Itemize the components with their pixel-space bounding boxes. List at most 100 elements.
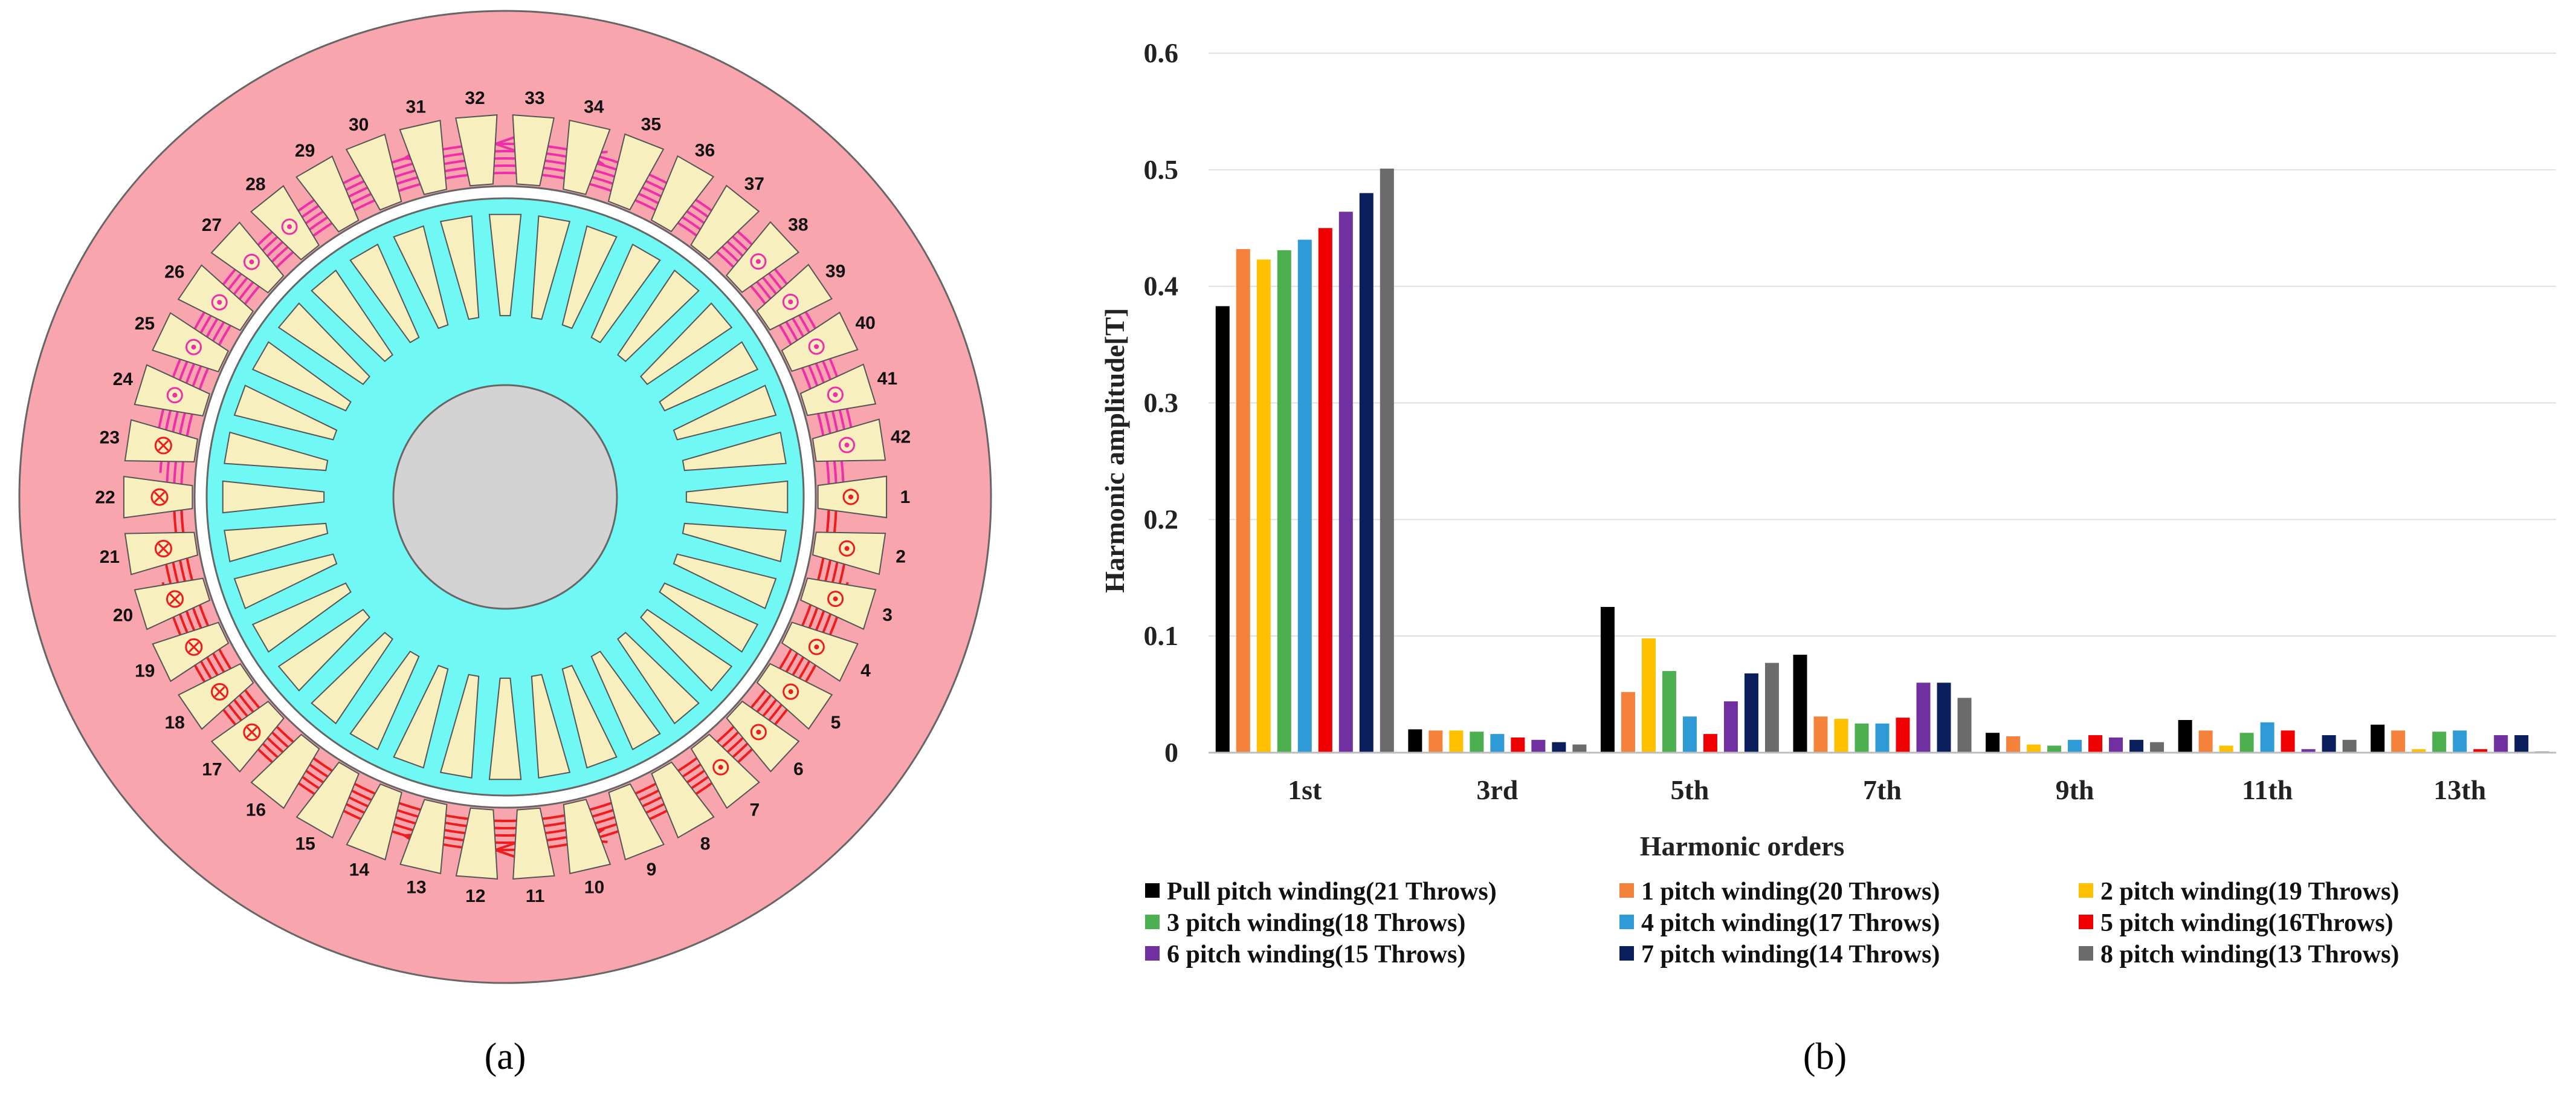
stator-slot bbox=[607, 133, 665, 211]
conductor-dot-center bbox=[844, 443, 850, 448]
legend-label: 5 pitch winding(16Throws) bbox=[2100, 909, 2394, 937]
rotor-bar bbox=[311, 269, 393, 363]
slot-number-17: 17 bbox=[202, 759, 222, 779]
bar-13th-series-4 bbox=[2432, 731, 2447, 753]
stator-slot bbox=[512, 807, 555, 880]
legend-swatch bbox=[1145, 883, 1160, 898]
bar-5th-series-4 bbox=[1662, 671, 1676, 753]
stator-slot bbox=[295, 761, 360, 839]
rotor-bar bbox=[590, 243, 661, 343]
bar-5th-series-9 bbox=[1764, 663, 1779, 753]
stator-slot bbox=[152, 621, 230, 683]
stator-slot bbox=[563, 799, 612, 875]
lower-flux-line bbox=[161, 582, 849, 851]
conductor-dot-center bbox=[191, 345, 196, 350]
stator-slot bbox=[123, 476, 193, 519]
slot-number-24: 24 bbox=[113, 369, 134, 389]
rotor-bar bbox=[561, 225, 618, 329]
y-tick-label: 0 bbox=[1164, 737, 1178, 768]
slot-number-27: 27 bbox=[202, 215, 222, 235]
stator-slot bbox=[608, 783, 665, 861]
y-tick-label: 0.4 bbox=[1144, 271, 1179, 302]
conductor-dot-center bbox=[848, 495, 853, 499]
stator-slot bbox=[134, 364, 211, 417]
rotor-bar bbox=[251, 582, 352, 653]
conductor-dot bbox=[243, 253, 260, 270]
slot-number-38: 38 bbox=[788, 215, 808, 235]
stator-slot bbox=[781, 311, 859, 372]
slot-number-33: 33 bbox=[525, 88, 544, 108]
rotor-bar bbox=[617, 269, 700, 363]
conductor-dot-center bbox=[814, 644, 819, 650]
x-tick-label: 11th bbox=[2242, 774, 2293, 805]
slot-number-42: 42 bbox=[891, 427, 911, 447]
conductor-cross bbox=[166, 590, 184, 608]
rotor-bar bbox=[393, 225, 449, 329]
stator-slot bbox=[177, 264, 254, 331]
conductor-dot bbox=[783, 683, 799, 700]
bar-13th-series-1 bbox=[2371, 724, 2385, 753]
flux-arrow bbox=[495, 135, 515, 152]
stator-slot bbox=[152, 312, 229, 373]
slot-number-1: 1 bbox=[900, 487, 911, 507]
slot-number-41: 41 bbox=[877, 369, 897, 389]
legend-label: 8 pitch winding(13 Throws) bbox=[2100, 941, 2399, 968]
bar-3rd-series-6 bbox=[1511, 737, 1525, 753]
lower-flux-line bbox=[173, 508, 838, 829]
harmonic-bar-chart: 00.10.20.30.40.50.6 1st 3rd 5th 7th 9th 11th 1… bbox=[1099, 37, 2556, 968]
bar-1st-series-3 bbox=[1256, 259, 1271, 753]
legend-swatch bbox=[2079, 946, 2093, 961]
conductor-cross bbox=[154, 540, 172, 558]
bar-9th-series-3 bbox=[2027, 744, 2041, 753]
rotor-bar bbox=[488, 213, 522, 317]
stator-slot bbox=[812, 531, 886, 576]
bar-13th-series-5 bbox=[2453, 730, 2467, 753]
conductor-dot-center bbox=[172, 392, 178, 398]
rotor-bar bbox=[233, 553, 338, 609]
conductor-dot bbox=[712, 759, 729, 776]
y-tick-label: 0.3 bbox=[1144, 388, 1179, 418]
stator-slot bbox=[799, 363, 877, 417]
stator-slot bbox=[345, 133, 402, 211]
stator-slot bbox=[799, 577, 877, 631]
slot-number-20: 20 bbox=[113, 605, 133, 625]
conductor-dot bbox=[827, 386, 844, 403]
slot-number-40: 40 bbox=[855, 313, 875, 333]
y-axis-ticks: 0 0.1 0.2 0.3 0.4 0.5 0.6 bbox=[1144, 37, 1179, 768]
conductor-dot bbox=[808, 338, 825, 355]
conductor-dot bbox=[211, 294, 228, 311]
slot-number-36: 36 bbox=[695, 140, 715, 160]
rotor-bar bbox=[439, 673, 480, 779]
bar-1st-series-2 bbox=[1236, 248, 1250, 753]
bar-11th-series-8 bbox=[2322, 735, 2336, 753]
x-tick-label: 7th bbox=[1863, 774, 1902, 805]
bar-7th-series-5 bbox=[1875, 723, 1890, 753]
bar-9th-series-1 bbox=[1986, 733, 2000, 753]
conductor-cross-mark bbox=[169, 593, 181, 605]
stator-slot bbox=[725, 221, 799, 293]
slot-number-11: 11 bbox=[526, 886, 545, 906]
bar-3rd-series-7 bbox=[1531, 739, 1546, 753]
legend-label: 7 pitch winding(14 Throws) bbox=[1641, 941, 1940, 968]
conductor-dot-center bbox=[833, 596, 838, 602]
conductor-cross-mark bbox=[158, 439, 169, 452]
bar-3rd-series-4 bbox=[1470, 731, 1484, 753]
slot-number-26: 26 bbox=[164, 262, 184, 282]
rotor-bar bbox=[224, 522, 329, 563]
bar-9th-series-8 bbox=[2129, 739, 2144, 753]
slot-number-15: 15 bbox=[295, 834, 315, 854]
stator-slot bbox=[295, 155, 360, 233]
legend: Pull pitch winding(21 Throws) 1 pitch win… bbox=[1145, 878, 2399, 968]
slot-number-31: 31 bbox=[406, 97, 426, 117]
conductor-cross bbox=[243, 723, 261, 741]
bar-9th-series-6 bbox=[2088, 735, 2103, 753]
slot-number-28: 28 bbox=[245, 175, 265, 195]
slot-labels: 1234567891011121314151617181920212223242… bbox=[95, 88, 911, 906]
slot-number-7: 7 bbox=[749, 800, 760, 820]
conductor-dot bbox=[827, 591, 844, 608]
conductor-cross bbox=[150, 488, 169, 506]
rotor-bar bbox=[659, 582, 759, 653]
slot-number-39: 39 bbox=[825, 262, 845, 282]
x-tick-label: 13th bbox=[2433, 774, 2486, 805]
stator-slot bbox=[250, 733, 320, 809]
